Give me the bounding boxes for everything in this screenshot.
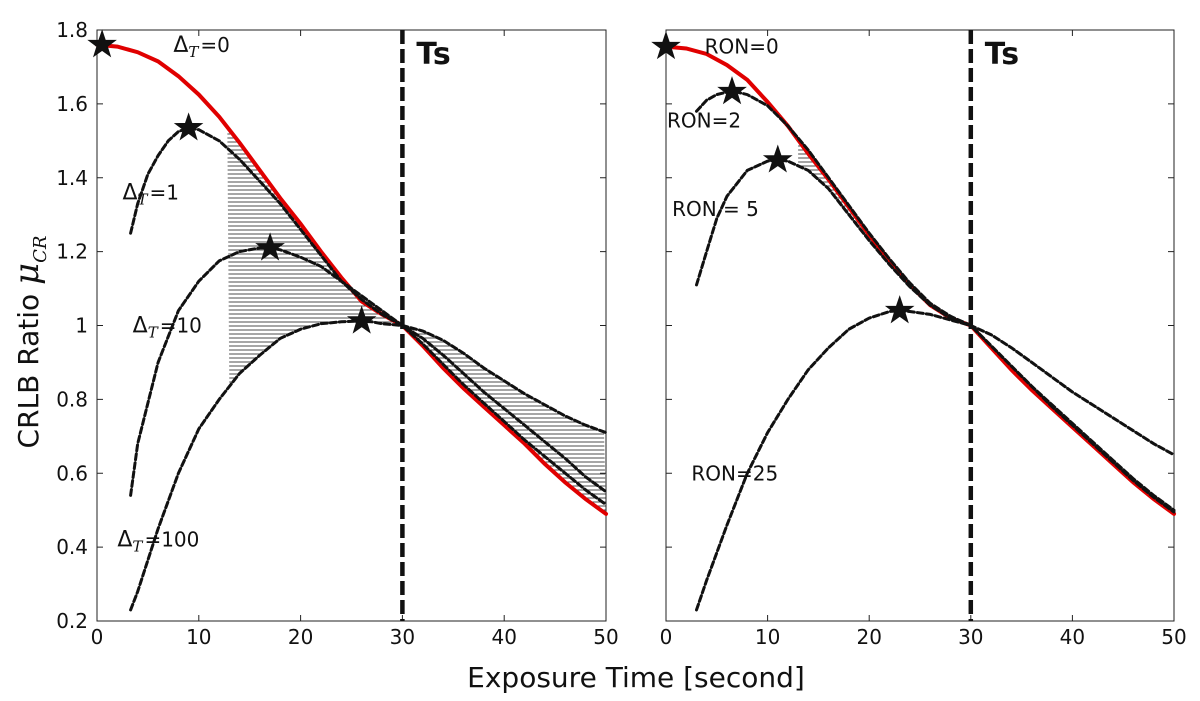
series-line-2 bbox=[695, 158, 1176, 512]
series-line-2 bbox=[129, 246, 608, 497]
series-line-3 bbox=[695, 309, 1176, 612]
x-tick-label: 50 bbox=[1161, 625, 1186, 649]
series-annotation: ΔT =10 bbox=[133, 314, 202, 342]
y-tick-label: 1 bbox=[75, 314, 88, 338]
series-annotation: RON = 5 bbox=[672, 197, 759, 221]
x-tick-label: 0 bbox=[91, 625, 104, 649]
y-tick-label: 1.4 bbox=[56, 166, 88, 190]
y-tick-label: 1.2 bbox=[56, 240, 88, 264]
ts-label: Ts bbox=[416, 37, 450, 72]
x-tick-label: 0 bbox=[660, 625, 673, 649]
left-panel: 0 10 20 30 40 50 0.2 0.4 0.6 0.8 1 1.2 1.4 1.6 1.8 Ts ΔT… bbox=[56, 18, 619, 649]
axes-frame bbox=[665, 29, 1175, 622]
series-annotation: RON=0 bbox=[705, 35, 779, 59]
x-tick-label: 20 bbox=[288, 625, 313, 649]
peak-star-1 bbox=[717, 76, 747, 105]
series-annotation: ΔT =100 bbox=[117, 528, 199, 556]
y-axis-label: CRLB Ratio μCR bbox=[7, 236, 51, 449]
series-annotation: ΔT =0 bbox=[173, 33, 230, 61]
ts-label: Ts bbox=[985, 37, 1019, 72]
x-axis-label: Exposure Time [second] bbox=[467, 661, 805, 694]
peak-star-2 bbox=[762, 144, 793, 173]
series-annotation: ΔT =1 bbox=[122, 181, 179, 209]
right-panel: 0 10 20 30 40 50 Ts RON=0 RON=2 RON = 5 RON=25 bbox=[651, 29, 1187, 649]
x-tick-label: 10 bbox=[755, 625, 780, 649]
peak-star-3 bbox=[884, 295, 915, 324]
series-line-0 bbox=[664, 44, 1176, 516]
series-line-1 bbox=[129, 126, 608, 507]
y-tick-label: 0.4 bbox=[56, 535, 88, 559]
peak-star-3 bbox=[346, 305, 377, 334]
hatched-region bbox=[227, 127, 607, 514]
y-axis-label-symbol: μ bbox=[7, 263, 47, 285]
peak-star-1 bbox=[173, 112, 204, 141]
peak-star-0 bbox=[87, 29, 117, 58]
y-tick-label: 0.6 bbox=[56, 461, 88, 485]
x-tick-label: 30 bbox=[958, 625, 983, 649]
peak-star-2 bbox=[255, 232, 285, 261]
series-annotation: RON=25 bbox=[691, 461, 778, 485]
y-tick-label: 0.2 bbox=[56, 609, 88, 633]
x-tick-label: 30 bbox=[390, 625, 415, 649]
series-line-3 bbox=[129, 319, 608, 612]
x-tick-label: 50 bbox=[593, 625, 618, 649]
x-tick-label: 40 bbox=[1060, 625, 1085, 649]
y-tick-label: 0.8 bbox=[56, 387, 88, 411]
y-tick-label: 1.6 bbox=[56, 92, 88, 116]
series-annotation: RON=2 bbox=[667, 108, 741, 132]
x-tick-label: 40 bbox=[491, 625, 516, 649]
x-tick-label: 10 bbox=[186, 625, 211, 649]
peak-star-0 bbox=[651, 31, 681, 60]
y-axis-label-subscript: CR bbox=[30, 236, 51, 263]
y-tick-label: 1.8 bbox=[56, 18, 88, 42]
y-axis-label-text: CRLB Ratio bbox=[12, 285, 45, 449]
x-tick-label: 20 bbox=[856, 625, 881, 649]
